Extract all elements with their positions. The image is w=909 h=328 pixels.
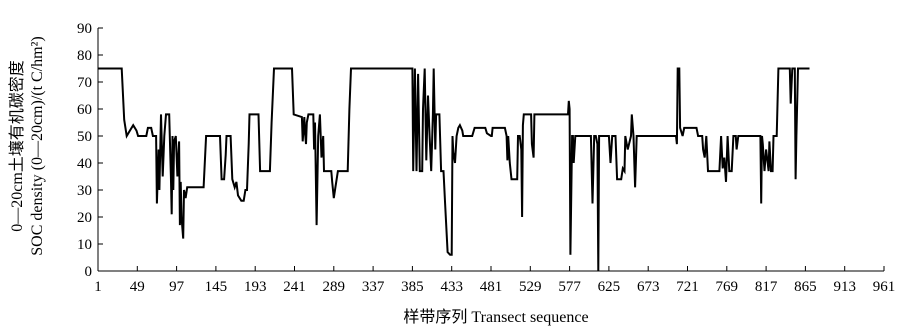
x-tick-label: 145 (205, 279, 228, 295)
x-axis: 1 49 97 145 193 241 289 337 385 433 481 529 577 625 67… (94, 266, 895, 295)
x-tick-label: 817 (755, 279, 778, 295)
y-tick-label: 30 (77, 183, 92, 199)
x-tick-label: 529 (519, 279, 542, 295)
x-tick-label: 913 (833, 279, 856, 295)
y-axis-title-line-2: SOC density (0—20cm)/(t C/hm²) (29, 36, 46, 255)
y-tick-label: 0 (85, 264, 93, 280)
x-tick-label: 97 (169, 279, 185, 295)
y-tick-label: 50 (77, 129, 92, 145)
plot-area (98, 67, 810, 272)
y-axis: 0 10 20 30 40 50 60 70 80 90 (77, 21, 103, 280)
x-tick-label: 241 (283, 279, 306, 295)
x-tick-label: 769 (716, 279, 739, 295)
y-axis-title-line-1: 0—20cm土壤有机碳密度 (7, 60, 26, 232)
x-tick-label: 673 (637, 279, 660, 295)
x-tick-label: 49 (130, 279, 145, 295)
x-tick-label: 193 (244, 279, 267, 295)
y-tick-label: 20 (77, 210, 92, 226)
x-tick-label: 481 (480, 279, 503, 295)
y-tick-label: 60 (77, 102, 92, 118)
y-tick-label: 90 (77, 21, 92, 37)
y-tick-label: 40 (77, 156, 92, 172)
x-tick-label: 289 (323, 279, 346, 295)
x-tick-label: 1 (94, 279, 102, 295)
x-tick-label: 577 (558, 279, 581, 295)
y-tick-label: 10 (77, 237, 92, 253)
x-tick-label: 961 (873, 279, 896, 295)
y-tick-label: 70 (77, 75, 92, 91)
x-axis-title: 样带序列 Transect sequence (403, 308, 588, 326)
x-tick-label: 721 (676, 279, 699, 295)
x-tick-label: 337 (362, 279, 385, 295)
x-tick-label: 385 (401, 279, 424, 295)
series-line (98, 67, 810, 272)
x-tick-label: 865 (794, 279, 817, 295)
x-tick-label: 625 (598, 279, 621, 295)
y-tick-label: 80 (77, 48, 92, 64)
x-tick-label: 433 (440, 279, 463, 295)
